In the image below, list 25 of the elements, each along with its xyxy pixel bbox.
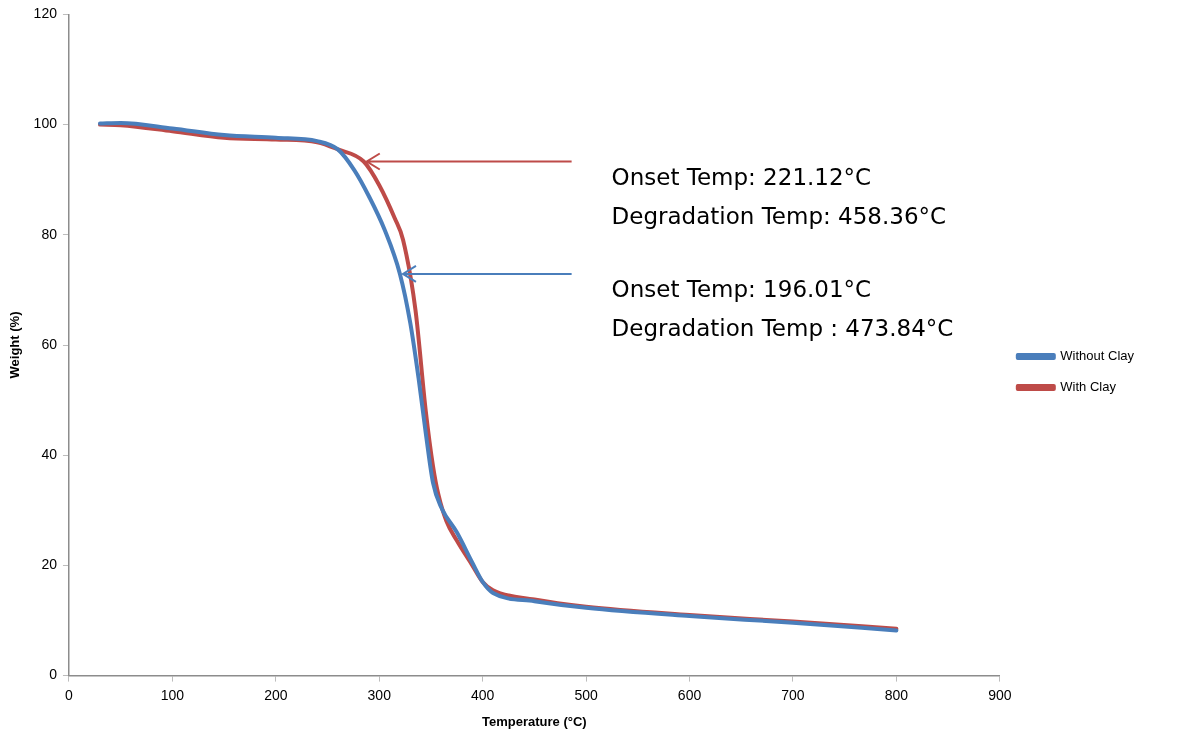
- x-tick-label: 600: [677, 686, 702, 703]
- x-axis-title: Temperature (°C): [482, 713, 587, 729]
- x-tick-label: 300: [367, 686, 392, 703]
- x-tick-label: 0: [65, 686, 74, 703]
- x-tick-label: 800: [884, 686, 909, 703]
- y-tick-label: 40: [41, 446, 58, 463]
- y-tick-label: 20: [41, 556, 58, 573]
- y-tick-label: 60: [41, 335, 58, 352]
- x-tick-label: 500: [574, 686, 598, 703]
- x-tick-label: 200: [264, 686, 288, 703]
- annotation: Degradation Temp: 458.36°C: [611, 202, 947, 229]
- x-tick-label: 400: [470, 686, 495, 703]
- annotation: Onset Temp: 196.01°C: [611, 275, 872, 302]
- y-axis-title: Weight (%): [7, 311, 23, 379]
- y-tick-label: 80: [41, 225, 58, 242]
- y-tick-label: 120: [33, 5, 58, 22]
- x-tick-label: 900: [988, 686, 1012, 703]
- annotation: Onset Temp: 221.12°C: [611, 163, 872, 190]
- y-tick-label: 100: [33, 115, 58, 132]
- legend-label: Without Clay: [1060, 348, 1135, 364]
- x-tick-label: 700: [781, 686, 805, 703]
- annotation: Degradation Temp : 473.84°C: [611, 314, 954, 341]
- y-tick-label: 0: [49, 666, 58, 683]
- legend-label: With Clay: [1060, 379, 1117, 395]
- x-tick-label: 100: [160, 686, 185, 703]
